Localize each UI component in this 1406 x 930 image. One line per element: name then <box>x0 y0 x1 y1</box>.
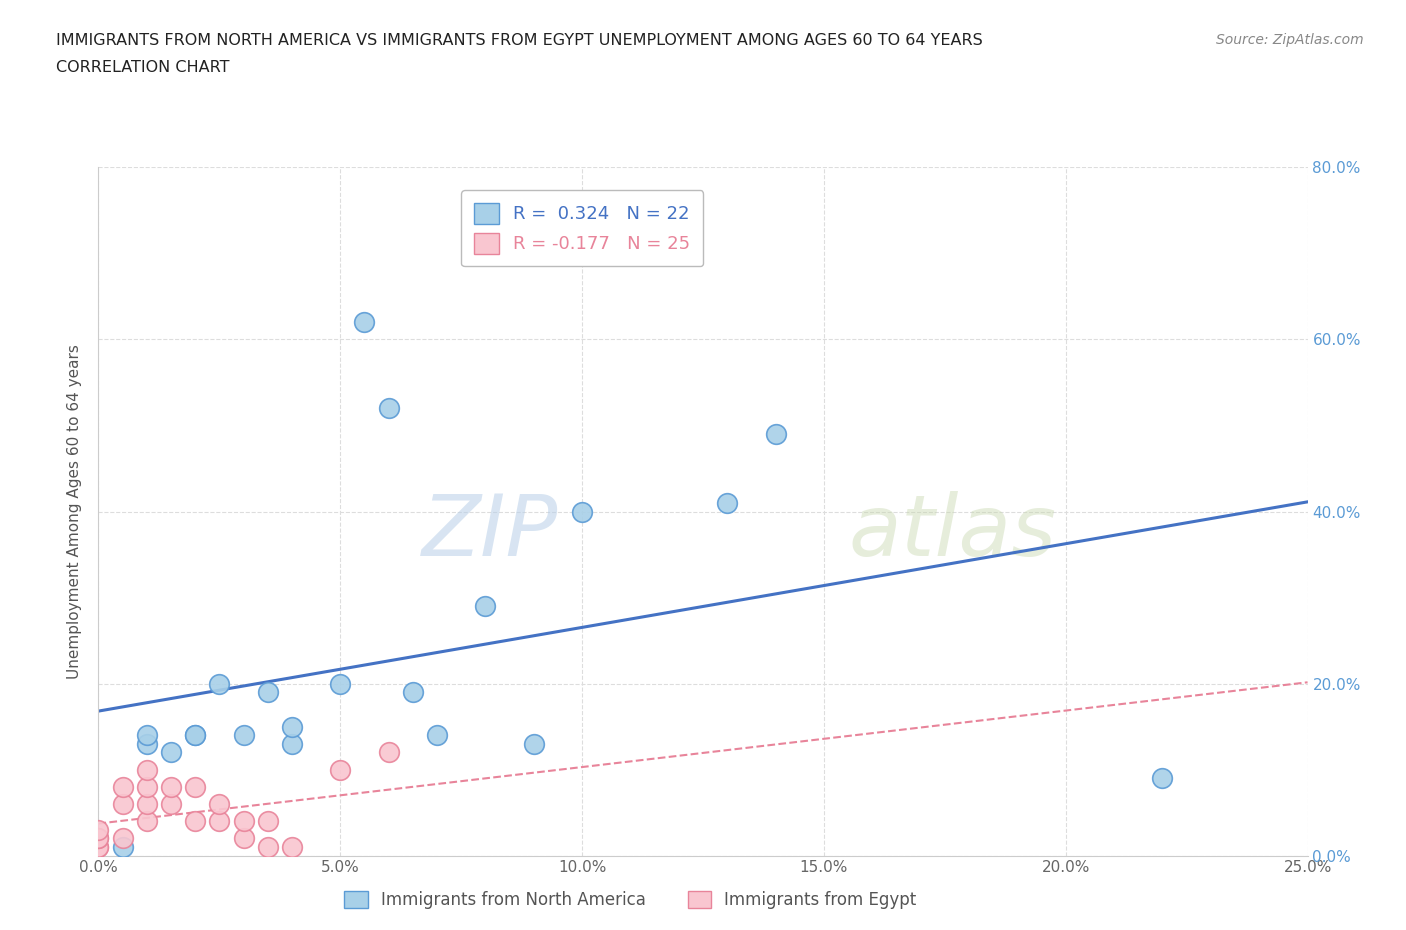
Point <box>716 496 738 511</box>
Point <box>160 779 183 794</box>
Point <box>281 737 304 751</box>
Point <box>426 728 449 743</box>
Point <box>329 763 352 777</box>
Point <box>208 796 231 811</box>
Point <box>87 831 110 846</box>
Point <box>135 763 157 777</box>
Point <box>281 840 304 855</box>
Text: Source: ZipAtlas.com: Source: ZipAtlas.com <box>1216 33 1364 46</box>
Point <box>353 315 375 330</box>
Text: ZIP: ZIP <box>422 491 558 574</box>
Text: atlas: atlas <box>848 491 1056 574</box>
Point <box>111 831 134 846</box>
Point <box>256 840 278 855</box>
Point <box>184 779 207 794</box>
Point <box>160 796 183 811</box>
Point <box>135 779 157 794</box>
Text: IMMIGRANTS FROM NORTH AMERICA VS IMMIGRANTS FROM EGYPT UNEMPLOYMENT AMONG AGES 6: IMMIGRANTS FROM NORTH AMERICA VS IMMIGRA… <box>56 33 983 47</box>
Point <box>1152 771 1174 786</box>
Legend: Immigrants from North America, Immigrants from Egypt: Immigrants from North America, Immigrant… <box>337 884 924 916</box>
Point <box>87 840 110 855</box>
Point <box>184 814 207 829</box>
Point <box>256 814 278 829</box>
Point <box>87 840 110 855</box>
Point <box>402 684 425 699</box>
Point <box>111 779 134 794</box>
Point <box>523 737 546 751</box>
Point <box>160 745 183 760</box>
Point <box>208 814 231 829</box>
Point <box>765 427 787 442</box>
Point <box>87 831 110 846</box>
Point <box>256 684 278 699</box>
Point <box>184 728 207 743</box>
Y-axis label: Unemployment Among Ages 60 to 64 years: Unemployment Among Ages 60 to 64 years <box>67 344 83 679</box>
Point <box>281 719 304 734</box>
Point <box>232 831 254 846</box>
Point <box>329 676 352 691</box>
Point <box>571 504 593 519</box>
Point <box>474 599 496 614</box>
Text: CORRELATION CHART: CORRELATION CHART <box>56 60 229 75</box>
Point <box>135 737 157 751</box>
Point <box>232 728 254 743</box>
Point <box>232 814 254 829</box>
Point <box>87 822 110 837</box>
Point <box>377 745 399 760</box>
Point <box>135 814 157 829</box>
Point <box>111 840 134 855</box>
Point <box>135 796 157 811</box>
Point <box>208 676 231 691</box>
Point <box>135 728 157 743</box>
Point <box>377 401 399 416</box>
Point <box>111 796 134 811</box>
Point <box>184 728 207 743</box>
